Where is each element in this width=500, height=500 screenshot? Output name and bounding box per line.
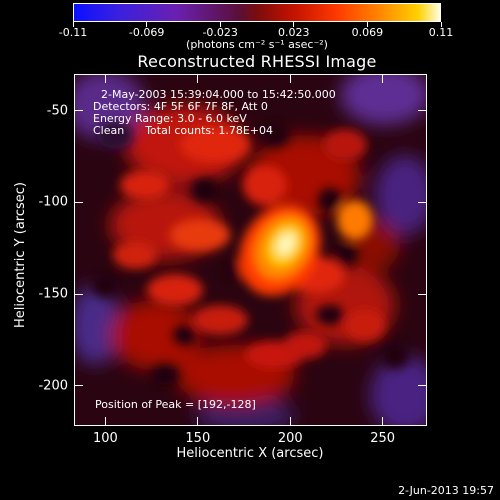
colorbar-tick-label: -0.11 [58,26,88,39]
x-tick-label: 200 [277,431,303,446]
colorbar-tick [366,22,368,27]
y-tick-label: -200 [38,378,68,394]
colorbar [73,3,441,22]
annotation-peak: Position of Peak = [192,-128] [95,398,256,411]
y-tick-mark [418,110,426,112]
heatmap-image [75,75,426,425]
x-tick-label: 150 [185,431,211,446]
x-axis-label: Heliocentric X (arcsec) [176,446,324,461]
colorbar-tick [146,22,148,27]
annotation-time-range: 2-May-2003 15:39:04.000 to 15:42:50.000 [101,88,336,101]
colorbar-tick-label: -0.069 [128,26,165,39]
colorbar-tick [440,22,442,27]
x-tick-mark [289,417,291,425]
colorbar-tick-label: 0.023 [278,26,310,39]
colorbar-tick-label: -0.023 [202,26,238,39]
colorbar-tick [219,22,221,27]
y-tick-mark [75,293,83,295]
y-tick-mark [75,110,83,112]
x-tick-label: 250 [370,431,396,446]
x-tick-mark [382,75,384,83]
y-axis-label: Heliocentric Y (arcsec) [13,182,28,328]
annotation-clean: Clean Total counts: 1.78E+04 [93,124,274,137]
colorbar-tick [293,22,295,27]
x-tick-mark [289,75,291,83]
chart-title: Reconstructed RHESSI Image [137,52,377,71]
y-tick-label: -100 [38,194,68,210]
colorbar-unit-label: (photons cm⁻² s⁻¹ asec⁻²) [186,38,328,51]
footer-date: 2-Jun-2013 19:57 [398,484,494,497]
y-tick-mark [75,201,83,203]
x-tick-label: 100 [92,431,118,446]
x-tick-mark [197,75,199,83]
y-tick-mark [418,385,426,387]
annotation-energy: Energy Range: 3.0 - 6.0 keV [93,112,247,125]
x-tick-mark [197,417,199,425]
plot-area: 2-May-2003 15:39:04.000 to 15:42:50.000 … [74,74,427,426]
y-tick-label: -150 [38,286,68,302]
x-tick-mark [104,75,106,83]
colorbar-tick-label: 0.11 [428,26,454,39]
colorbar-tick-label: 0.069 [351,26,384,39]
y-tick-label: -50 [46,103,68,119]
y-tick-mark [418,293,426,295]
x-tick-mark [104,417,106,425]
annotation-detectors: Detectors: 4F 5F 6F 7F 8F, Att 0 [93,100,268,113]
y-tick-mark [418,201,426,203]
x-tick-mark [382,417,384,425]
colorbar-tick [72,22,74,27]
y-tick-mark [75,385,83,387]
